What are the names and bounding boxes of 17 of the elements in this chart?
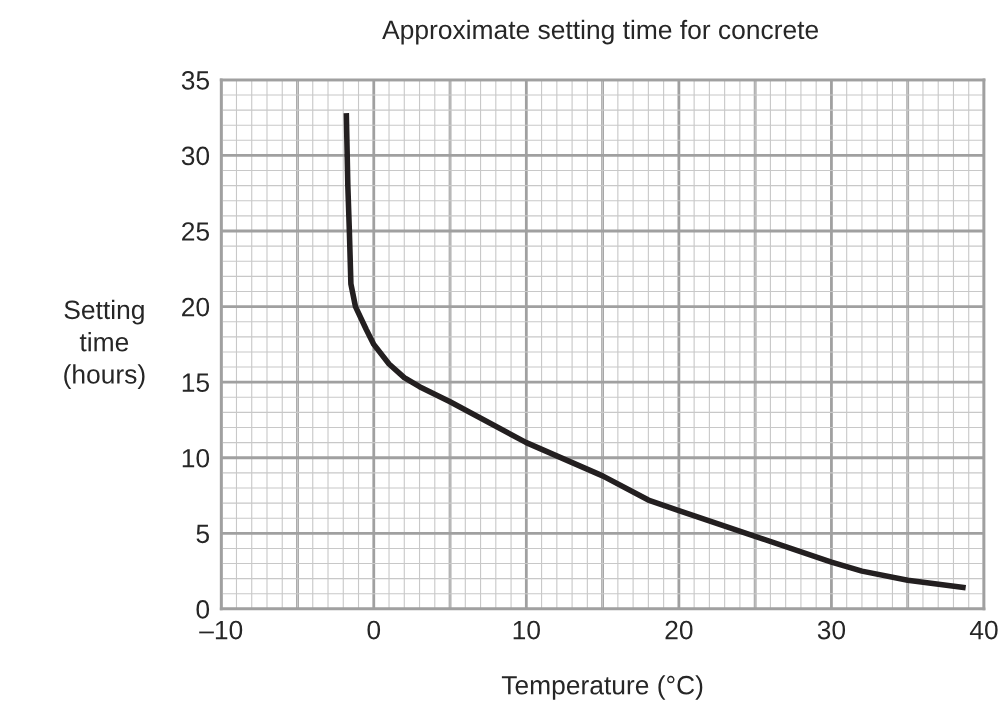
x-tick-label: –10 <box>199 620 243 640</box>
y-tick-label: 15 <box>182 373 210 392</box>
y-tick-label: 10 <box>182 448 210 468</box>
y-tick-label: 0 <box>196 600 210 619</box>
y-tick-label: 30 <box>181 146 210 166</box>
y-tick-label: 25 <box>182 222 210 241</box>
x-axis-title: Temperature (°C) <box>501 675 703 700</box>
x-tick-label: 10 <box>513 620 540 640</box>
x-tick-label: 30 <box>817 620 846 640</box>
y-tick-label: 20 <box>182 297 210 317</box>
x-tick-label: 20 <box>665 620 693 640</box>
x-tick-label: 40 <box>969 620 998 640</box>
y-tick-label: 5 <box>196 524 209 544</box>
y-axis-title: Setting time (hours) <box>64 299 145 389</box>
chart-title: Approximate setting time for concrete <box>382 19 818 45</box>
x-tick-label: 0 <box>367 620 381 640</box>
y-tick-label: 35 <box>181 70 210 90</box>
